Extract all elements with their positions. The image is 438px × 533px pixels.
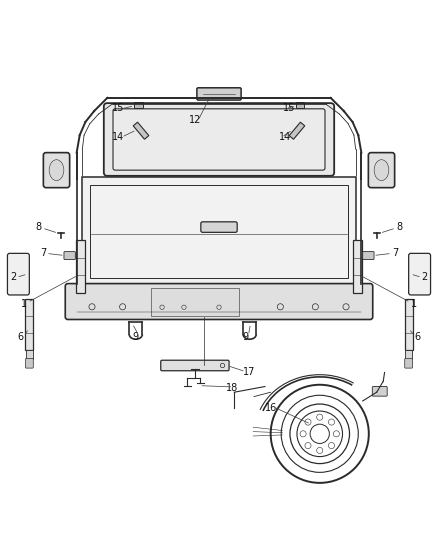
FancyBboxPatch shape <box>372 386 387 396</box>
FancyBboxPatch shape <box>104 103 334 176</box>
FancyBboxPatch shape <box>25 359 33 368</box>
FancyBboxPatch shape <box>64 252 75 260</box>
Text: 8: 8 <box>396 222 403 232</box>
Polygon shape <box>133 122 149 139</box>
FancyBboxPatch shape <box>201 222 237 232</box>
Text: 18: 18 <box>226 383 238 393</box>
FancyBboxPatch shape <box>65 284 373 319</box>
Text: 9: 9 <box>133 332 139 342</box>
Text: 15: 15 <box>283 103 295 113</box>
Ellipse shape <box>374 160 389 181</box>
Bar <box>90 184 348 278</box>
FancyBboxPatch shape <box>113 109 325 170</box>
Text: 6: 6 <box>414 332 420 342</box>
FancyBboxPatch shape <box>409 253 431 295</box>
FancyBboxPatch shape <box>405 359 413 368</box>
Bar <box>26 350 33 359</box>
Bar <box>76 240 85 293</box>
Bar <box>151 287 239 316</box>
Polygon shape <box>289 122 305 139</box>
Text: 9: 9 <box>242 332 248 342</box>
Text: 7: 7 <box>40 248 46 259</box>
Text: 1: 1 <box>411 298 417 309</box>
Text: 15: 15 <box>112 103 124 113</box>
Bar <box>405 300 413 350</box>
Bar <box>296 102 304 108</box>
Text: 12: 12 <box>189 115 201 125</box>
FancyBboxPatch shape <box>368 152 395 188</box>
Bar <box>405 350 412 359</box>
Bar <box>134 102 143 108</box>
Bar <box>82 177 356 286</box>
Text: 16: 16 <box>265 402 278 413</box>
FancyBboxPatch shape <box>197 88 241 100</box>
Text: 6: 6 <box>18 332 24 342</box>
Text: 17: 17 <box>243 367 255 377</box>
FancyBboxPatch shape <box>161 360 229 371</box>
Ellipse shape <box>49 160 64 181</box>
Text: 14: 14 <box>279 132 291 142</box>
Text: 2: 2 <box>422 272 428 282</box>
Text: 14: 14 <box>112 132 124 142</box>
Text: 1: 1 <box>21 298 27 309</box>
FancyBboxPatch shape <box>363 252 374 260</box>
Text: 8: 8 <box>35 222 42 232</box>
FancyBboxPatch shape <box>43 152 70 188</box>
Bar <box>25 300 33 350</box>
FancyBboxPatch shape <box>7 253 29 295</box>
Text: 2: 2 <box>10 272 16 282</box>
Text: 7: 7 <box>392 248 398 259</box>
Bar <box>353 240 362 293</box>
